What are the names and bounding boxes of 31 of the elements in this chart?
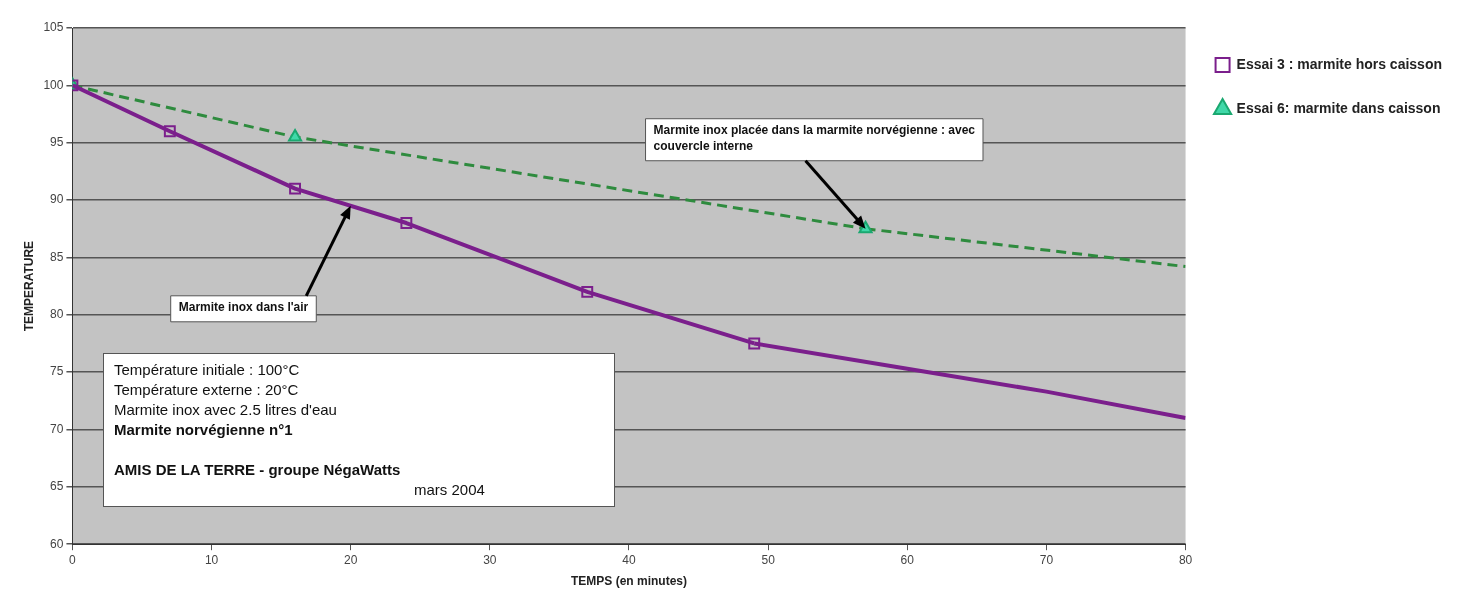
x-tick-label: 60 xyxy=(900,552,915,567)
annotation: Marmite inox dans l'air xyxy=(178,300,309,315)
y-tick-label: 95 xyxy=(50,135,64,150)
y-tick-label: 90 xyxy=(50,192,64,207)
x-tick-label: 30 xyxy=(483,552,497,567)
annotation: Température initiale : 100°C xyxy=(114,360,301,380)
y-tick-label: 105 xyxy=(43,20,64,35)
x-tick-label: 80 xyxy=(1178,552,1193,567)
annotation: Marmite inox placée dans la marmite norvégienne : avec couvercle interne xyxy=(653,123,976,154)
y-tick-label: 85 xyxy=(50,249,64,264)
y-tick-label: 60 xyxy=(50,536,64,551)
y-tick-label: 75 xyxy=(50,364,64,379)
x-tick-label: 70 xyxy=(1039,552,1054,567)
x-tick-label: 50 xyxy=(761,552,776,567)
x-tick-label: 40 xyxy=(622,552,636,567)
annotation: Température externe : 20°C xyxy=(114,380,300,400)
y-axis-title: TEMPERATURE xyxy=(21,240,36,332)
legend-label: Essai 6: marmite dans caisson xyxy=(1236,99,1441,116)
annotation: Marmite norvégienne n°1 xyxy=(114,420,294,440)
y-tick-label: 65 xyxy=(50,479,64,494)
x-tick-label: 20 xyxy=(344,552,358,567)
annotation: Marmite inox avec 2.5 litres d'eau xyxy=(114,400,338,420)
x-axis-title: TEMPS (en minutes) xyxy=(570,574,688,589)
legend-label: Essai 3 : marmite hors caisson xyxy=(1236,55,1443,72)
annotation: AMIS DE LA TERRE - groupe NégaWatts xyxy=(114,460,402,480)
y-tick-label: 100 xyxy=(43,77,64,92)
y-tick-label: 80 xyxy=(50,307,64,322)
annotation: mars 2004 xyxy=(413,480,486,500)
x-tick-label: 10 xyxy=(204,552,219,567)
x-tick-label: 0 xyxy=(69,552,77,567)
y-tick-label: 70 xyxy=(50,421,64,436)
